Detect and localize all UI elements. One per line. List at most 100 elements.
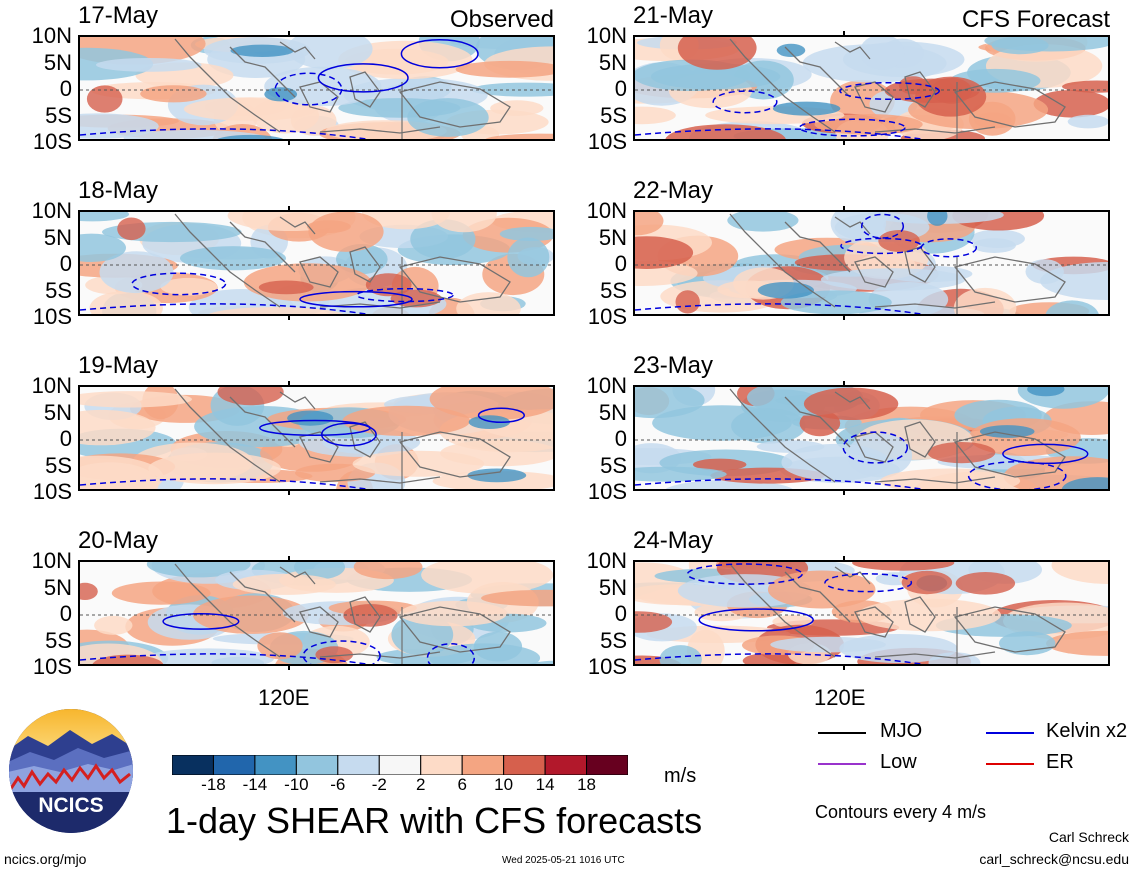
shear-anomaly-blob	[99, 251, 174, 294]
lon-tick-mark	[288, 491, 290, 495]
shear-anomaly-blob	[94, 615, 133, 635]
shear-anomaly-core	[467, 468, 527, 483]
lon-tick-mark	[843, 491, 845, 495]
shear-anomaly-blob	[770, 636, 886, 653]
lat-tick-label: 10N	[31, 23, 72, 48]
shear-anomaly-blob	[781, 443, 890, 481]
kelvin-contour	[320, 422, 377, 447]
panel-date-label: 24-May	[633, 527, 714, 554]
lat-tick-label: 10N	[31, 373, 72, 398]
footer-email: carl_schreck@ncsu.edu	[979, 851, 1129, 867]
coastline	[874, 476, 996, 484]
coastline	[398, 256, 511, 303]
panel-date-label: 17-May	[78, 2, 159, 29]
shear-anomaly-blob	[635, 387, 705, 419]
lat-tick-label: 5N	[43, 574, 72, 600]
shear-anomaly-blob	[528, 660, 553, 664]
shear-anomaly-blob	[80, 233, 126, 262]
coastline	[904, 421, 936, 458]
coastline	[299, 431, 339, 463]
coastline	[279, 41, 316, 60]
shear-anomaly-core	[931, 77, 972, 104]
kelvin-contour	[1002, 443, 1089, 465]
lon-tick-mark	[843, 381, 845, 385]
shear-anomaly-blob	[180, 246, 286, 271]
map-panel	[78, 385, 555, 491]
coastline	[834, 41, 871, 60]
kelvin-contour	[798, 118, 906, 137]
lat-tick-label: 10S	[32, 654, 72, 679]
observed-label: Observed	[449, 6, 554, 33]
coastline	[279, 391, 316, 410]
legend-line-er	[986, 763, 1034, 765]
colorbar-swatch	[254, 755, 297, 775]
shear-anomaly-core	[92, 654, 164, 664]
shear-anomaly-blob	[421, 562, 553, 594]
kelvin-contour	[860, 213, 905, 239]
shear-anomaly-core	[217, 134, 284, 139]
lon-tick-mark	[288, 666, 290, 670]
footer-url: ncics.org/mjo	[4, 851, 87, 867]
shear-anomaly-blob	[399, 600, 507, 627]
colorbar-tick-label: -6	[330, 775, 346, 794]
shear-anomaly-blob	[693, 458, 747, 471]
shear-anomaly-core	[635, 611, 673, 633]
shear-anomaly-blob	[650, 63, 781, 90]
shear-anomaly-blob	[970, 229, 1025, 248]
map-panel	[78, 35, 555, 141]
shear-anomaly-blob	[727, 212, 799, 232]
legend-label-er: ER	[1046, 751, 1074, 773]
lat-tick-label: 5S	[600, 102, 627, 128]
legend-label-kelvin: Kelvin x2	[1046, 720, 1128, 742]
kelvin-contour	[356, 287, 454, 303]
lat-tick-label: 0	[614, 251, 627, 276]
colorbar-tick-label: -2	[371, 775, 387, 794]
shear-anomaly-core	[757, 282, 814, 299]
shear-anomaly-blob	[490, 100, 544, 116]
kelvin-contour	[635, 653, 922, 664]
colorbar-swatch	[420, 755, 463, 775]
shear-anomaly-blob	[665, 124, 786, 139]
shear-anomaly-core	[776, 43, 806, 57]
lon-tick-mark	[288, 31, 290, 35]
shear-anomaly-core	[86, 85, 123, 113]
shear-anomaly-blob	[431, 212, 497, 233]
coastline	[299, 81, 339, 113]
coastline	[729, 563, 836, 658]
colorbar-swatch	[544, 755, 588, 775]
coastline	[874, 301, 996, 309]
lon-label-forecast: 120E	[814, 685, 866, 710]
kelvin-contour	[477, 407, 526, 424]
lat-tick-label: 0	[614, 601, 627, 626]
shear-anomaly-core	[955, 572, 1016, 595]
contour-note: Contours every 4 m/s	[815, 802, 987, 822]
coastline	[349, 71, 381, 108]
coastline	[729, 388, 836, 483]
lat-tick-label: 10S	[32, 304, 72, 329]
shear-anomaly-blob	[140, 85, 207, 103]
lon-tick-mark	[288, 381, 290, 385]
kelvin-contour	[274, 72, 343, 106]
shear-anomaly-blob	[456, 292, 521, 314]
shear-anomaly-blob	[635, 236, 694, 269]
lat-tick-label: 5S	[600, 627, 627, 653]
lat-tick-label: 10N	[31, 198, 72, 223]
shear-anomaly-core	[979, 425, 1035, 438]
shear-anomaly-blob	[731, 408, 806, 444]
lat-tick-label: 10N	[31, 548, 72, 573]
shear-anomaly-core	[230, 44, 294, 57]
coastline	[904, 596, 936, 633]
coastline	[229, 571, 296, 623]
shear-anomaly-core	[468, 415, 511, 429]
logo-text: NCICS	[38, 794, 103, 817]
shear-anomaly-blob	[160, 277, 218, 296]
lon-tick-mark	[288, 206, 290, 210]
coastline	[229, 221, 296, 273]
lon-label-observed: 120E	[258, 685, 310, 710]
shear-anomaly-blob	[89, 291, 163, 314]
shear-anomaly-core	[898, 76, 928, 95]
shear-anomaly-blob	[1033, 90, 1108, 118]
shear-anomaly-core	[901, 570, 953, 595]
lat-tick-label: 5S	[600, 277, 627, 303]
lat-tick-label: 0	[614, 426, 627, 451]
